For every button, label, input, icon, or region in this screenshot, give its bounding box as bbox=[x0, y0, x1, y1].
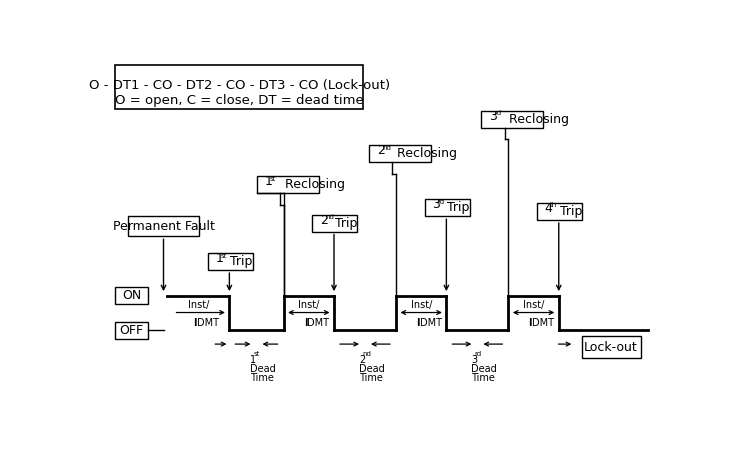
Bar bbox=[312, 215, 357, 232]
Text: rd: rd bbox=[438, 199, 445, 205]
Text: DMT: DMT bbox=[532, 318, 554, 328]
Text: Reclosing: Reclosing bbox=[506, 113, 569, 126]
Text: 3: 3 bbox=[471, 355, 477, 365]
Text: 1: 1 bbox=[215, 252, 223, 265]
Text: nd: nd bbox=[382, 145, 391, 151]
Text: nd: nd bbox=[326, 214, 334, 220]
Text: Dead: Dead bbox=[358, 364, 385, 374]
Text: 3: 3 bbox=[489, 109, 496, 123]
Text: 2: 2 bbox=[358, 355, 365, 365]
Bar bbox=[581, 337, 640, 358]
Text: O - DT1 - CO - DT2 - CO - DT3 - CO (Lock-out): O - DT1 - CO - DT2 - CO - DT3 - CO (Lock… bbox=[89, 79, 390, 92]
Text: Trip: Trip bbox=[443, 201, 470, 214]
Text: Inst/: Inst/ bbox=[298, 300, 320, 310]
Bar bbox=[424, 200, 470, 216]
Text: Dead: Dead bbox=[471, 364, 497, 374]
Text: 2: 2 bbox=[376, 144, 385, 157]
Text: I: I bbox=[304, 318, 307, 328]
Bar bbox=[537, 203, 582, 220]
Bar bbox=[116, 322, 148, 339]
Text: I: I bbox=[529, 318, 532, 328]
Text: 1: 1 bbox=[264, 175, 272, 188]
Text: DMT: DMT bbox=[308, 318, 329, 328]
Text: Lock-out: Lock-out bbox=[584, 341, 638, 354]
Text: 1: 1 bbox=[251, 355, 257, 365]
Bar bbox=[116, 287, 148, 304]
Text: st: st bbox=[270, 175, 276, 182]
Bar bbox=[256, 176, 319, 193]
Text: Inst/: Inst/ bbox=[410, 300, 432, 310]
Bar bbox=[482, 111, 543, 128]
Text: Time: Time bbox=[358, 374, 382, 383]
Text: Reclosing: Reclosing bbox=[393, 147, 457, 160]
Text: Inst/: Inst/ bbox=[523, 300, 544, 310]
Text: Inst/: Inst/ bbox=[188, 300, 209, 310]
Text: st: st bbox=[220, 253, 227, 258]
Text: ON: ON bbox=[122, 289, 141, 302]
Text: th: th bbox=[550, 202, 557, 209]
Text: Trip: Trip bbox=[331, 217, 357, 230]
Text: OFF: OFF bbox=[120, 324, 144, 337]
Text: Dead: Dead bbox=[251, 364, 276, 374]
Text: rd: rd bbox=[494, 110, 502, 116]
Text: DMT: DMT bbox=[420, 318, 442, 328]
Bar bbox=[208, 253, 253, 270]
Text: Trip: Trip bbox=[226, 255, 253, 268]
Text: 3: 3 bbox=[433, 198, 440, 211]
Bar bbox=[128, 216, 200, 237]
Text: Time: Time bbox=[471, 374, 495, 383]
Text: Reclosing: Reclosing bbox=[280, 178, 344, 191]
Text: rd: rd bbox=[474, 351, 482, 357]
Text: Permanent Fault: Permanent Fault bbox=[112, 220, 214, 233]
Text: O = open, C = close, DT = dead time: O = open, C = close, DT = dead time bbox=[115, 94, 364, 107]
Text: Time: Time bbox=[251, 374, 274, 383]
Text: I: I bbox=[194, 318, 196, 328]
Bar bbox=[369, 146, 430, 163]
Text: 2: 2 bbox=[320, 214, 328, 227]
Text: DMT: DMT bbox=[196, 318, 219, 328]
Text: st: st bbox=[254, 351, 260, 357]
Text: 4: 4 bbox=[544, 202, 553, 215]
Text: I: I bbox=[416, 318, 420, 328]
Text: Trip: Trip bbox=[556, 205, 582, 218]
Text: nd: nd bbox=[362, 351, 370, 357]
Bar bbox=[116, 64, 364, 109]
